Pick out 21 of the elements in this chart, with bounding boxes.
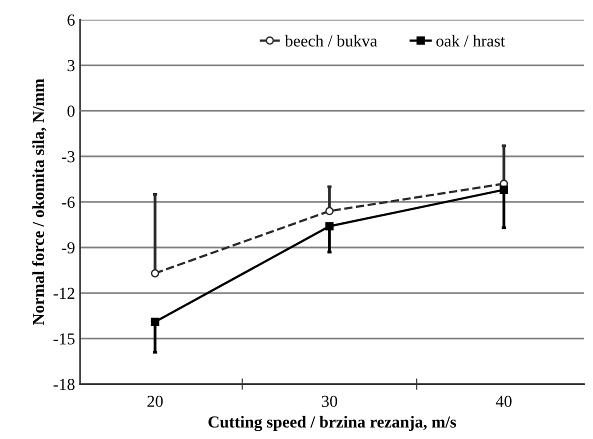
y-tick-label: 0 — [67, 106, 75, 117]
point — [325, 206, 334, 216]
y-tick-label: 3 — [68, 60, 75, 72]
legend-label: beech / bukva — [284, 34, 378, 47]
y-tick-label: -12 — [54, 288, 74, 299]
y-tick-label: -9 — [62, 242, 75, 254]
point — [150, 269, 160, 278]
point — [500, 186, 508, 194]
y-tick-label: -6 — [62, 196, 75, 208]
y-tick-label: -15 — [54, 333, 75, 345]
x-tick-label: 30 — [322, 396, 338, 407]
y-tick-label: -3 — [62, 151, 75, 162]
legend-label: oak / hrast — [436, 34, 506, 47]
y-axis-title: Normal force / okomita sila, N/mm — [32, 78, 46, 326]
point — [150, 318, 160, 326]
y-tick-label: 6 — [68, 14, 75, 26]
y-tick-label: -18 — [54, 378, 75, 390]
x-tick-label: 40 — [496, 396, 512, 407]
x-axis-title: Cutting speed / brzina rezanja, m/s — [208, 416, 456, 432]
point — [325, 222, 334, 230]
x-tick-label: 20 — [147, 396, 163, 407]
